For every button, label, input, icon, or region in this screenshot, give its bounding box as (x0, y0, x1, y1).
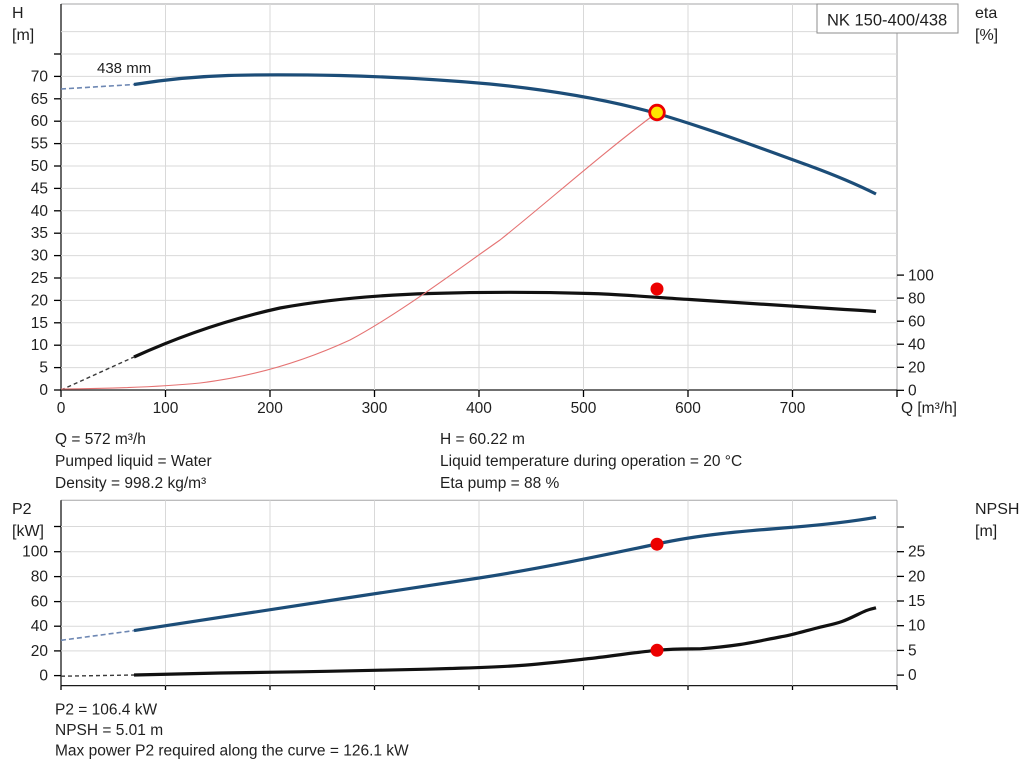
svg-text:500: 500 (571, 400, 597, 417)
svg-text:0: 0 (39, 382, 48, 399)
svg-text:400: 400 (466, 400, 492, 417)
svg-text:15: 15 (31, 315, 48, 332)
svg-text:60: 60 (908, 314, 926, 331)
svg-text:45: 45 (31, 180, 48, 197)
svg-text:[m]: [m] (975, 523, 997, 540)
svg-text:5: 5 (39, 360, 48, 377)
svg-text:Density = 998.2 kg/m³: Density = 998.2 kg/m³ (55, 475, 206, 492)
svg-text:200: 200 (257, 400, 283, 417)
svg-text:60: 60 (31, 113, 49, 130)
svg-text:25: 25 (908, 544, 925, 561)
svg-text:5: 5 (908, 642, 917, 659)
svg-text:NPSH: NPSH (975, 501, 1019, 518)
svg-text:80: 80 (908, 291, 926, 308)
svg-text:30: 30 (31, 248, 49, 265)
svg-text:100: 100 (908, 268, 934, 285)
svg-text:0: 0 (908, 667, 917, 684)
svg-text:0: 0 (57, 400, 66, 417)
svg-text:Q = 572 m³/h: Q = 572 m³/h (55, 431, 146, 448)
svg-text:100: 100 (22, 544, 48, 561)
svg-text:25: 25 (31, 270, 48, 287)
svg-text:Q [m³/h]: Q [m³/h] (901, 400, 957, 417)
svg-text:H: H (12, 5, 24, 22)
svg-text:40: 40 (31, 203, 49, 220)
svg-text:20: 20 (31, 643, 49, 660)
svg-text:P2: P2 (12, 501, 32, 518)
svg-text:40: 40 (908, 337, 926, 354)
svg-text:20: 20 (908, 568, 926, 585)
svg-text:65: 65 (31, 91, 48, 108)
svg-text:60: 60 (31, 594, 49, 611)
svg-text:[%]: [%] (975, 27, 998, 44)
svg-text:10: 10 (31, 337, 49, 354)
svg-text:Eta pump = 88 %: Eta pump = 88 % (440, 475, 560, 492)
svg-text:[m]: [m] (12, 27, 34, 44)
svg-text:[kW]: [kW] (12, 523, 44, 540)
svg-text:15: 15 (908, 593, 925, 610)
svg-text:P2 = 106.4 kW: P2 = 106.4 kW (55, 702, 157, 719)
svg-text:Liquid temperature during oper: Liquid temperature during operation = 20… (440, 453, 742, 470)
svg-text:0: 0 (908, 383, 917, 400)
svg-text:35: 35 (31, 225, 48, 242)
svg-text:70: 70 (31, 68, 49, 85)
svg-text:0: 0 (39, 668, 48, 685)
svg-text:40: 40 (31, 618, 49, 635)
svg-text:NK 150-400/438: NK 150-400/438 (827, 12, 947, 30)
svg-text:20: 20 (31, 292, 49, 309)
svg-text:438 mm: 438 mm (97, 60, 151, 77)
svg-text:Pumped liquid = Water: Pumped liquid = Water (55, 453, 212, 470)
svg-text:700: 700 (780, 400, 806, 417)
svg-text:Max power P2 required along th: Max power P2 required along the curve = … (55, 743, 409, 760)
svg-text:300: 300 (362, 400, 388, 417)
svg-text:50: 50 (31, 158, 49, 175)
svg-text:55: 55 (31, 136, 48, 153)
svg-text:eta: eta (975, 5, 997, 22)
svg-text:H = 60.22 m: H = 60.22 m (440, 431, 525, 448)
svg-text:10: 10 (908, 618, 926, 635)
svg-text:20: 20 (908, 360, 926, 377)
svg-text:NPSH = 5.01 m: NPSH = 5.01 m (55, 722, 163, 739)
svg-text:80: 80 (31, 569, 49, 586)
svg-text:100: 100 (153, 400, 179, 417)
svg-text:600: 600 (675, 400, 701, 417)
